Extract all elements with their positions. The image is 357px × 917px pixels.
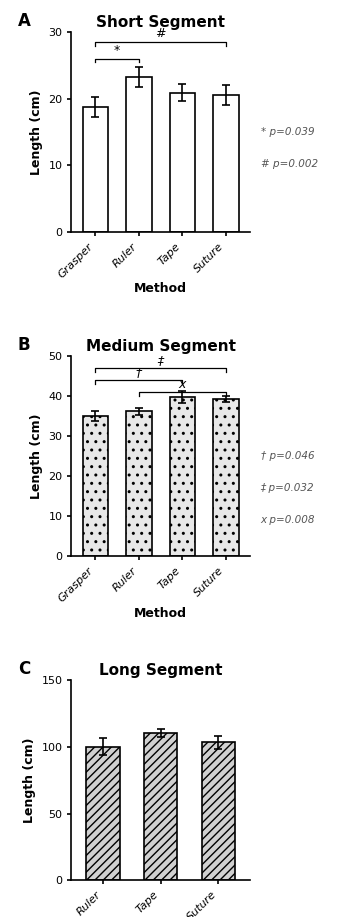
Bar	[83, 106, 108, 232]
Text: *: *	[114, 44, 120, 57]
Y-axis label: Length (cm): Length (cm)	[23, 737, 36, 823]
X-axis label: Method: Method	[134, 282, 187, 295]
Text: x: x	[179, 378, 186, 391]
Bar	[202, 742, 235, 880]
Bar	[126, 412, 151, 557]
X-axis label: Method: Method	[134, 606, 187, 620]
Y-axis label: Length (cm): Length (cm)	[30, 414, 43, 499]
Text: B: B	[18, 337, 30, 354]
Title: Medium Segment: Medium Segment	[86, 338, 236, 354]
Text: * p=0.039: * p=0.039	[261, 127, 314, 138]
Bar	[170, 397, 195, 557]
Text: ‡: ‡	[157, 354, 164, 367]
Text: †: †	[136, 366, 142, 379]
Text: ‡ p=0.032: ‡ p=0.032	[261, 483, 314, 493]
Text: C: C	[18, 660, 30, 679]
Text: x p=0.008: x p=0.008	[261, 515, 315, 525]
Bar	[86, 746, 120, 880]
Y-axis label: Length (cm): Length (cm)	[30, 89, 43, 175]
Bar	[213, 399, 238, 557]
Title: Short Segment: Short Segment	[96, 15, 225, 29]
Text: # p=0.002: # p=0.002	[261, 160, 318, 169]
Text: † p=0.046: † p=0.046	[261, 451, 314, 461]
Text: A: A	[18, 12, 31, 30]
Title: Long Segment: Long Segment	[99, 663, 222, 678]
Bar	[83, 416, 108, 557]
Text: #: #	[155, 28, 166, 40]
Bar	[144, 733, 177, 880]
Bar	[126, 77, 151, 232]
Bar	[213, 95, 238, 232]
Bar	[170, 93, 195, 232]
